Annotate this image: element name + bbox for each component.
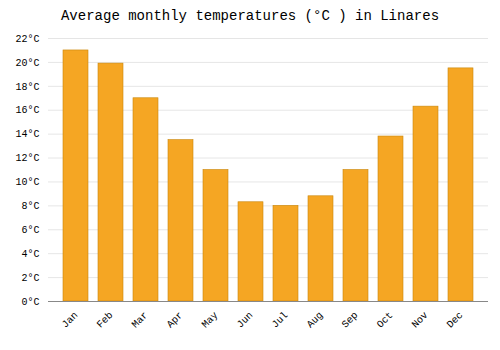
svg-text:Jul: Jul xyxy=(270,310,291,331)
svg-text:Jan: Jan xyxy=(60,310,81,331)
svg-text:14°C: 14°C xyxy=(15,129,39,140)
html-text:Average monthly temperatures (: Average monthly temperatures (°C ) in Li… xyxy=(61,8,439,24)
svg-text:0°C: 0°C xyxy=(21,297,39,308)
svg-text:22°C: 22°C xyxy=(15,34,39,45)
svg-text:Oct: Oct xyxy=(375,310,396,331)
svg-text:6°C: 6°C xyxy=(21,225,39,236)
svg-text:18°C: 18°C xyxy=(15,82,39,93)
svg-text:10°C: 10°C xyxy=(15,177,39,188)
svg-text:Mar: Mar xyxy=(130,310,151,331)
svg-text:Apr: Apr xyxy=(165,310,186,331)
svg-text:Dec: Dec xyxy=(445,310,466,331)
svg-text:Jun: Jun xyxy=(235,310,256,331)
svg-text:12°C: 12°C xyxy=(15,153,39,164)
svg-text:2°C: 2°C xyxy=(21,273,39,284)
svg-text:Nov: Nov xyxy=(410,310,431,331)
svg-text:Aug: Aug xyxy=(305,310,326,331)
svg-text:16°C: 16°C xyxy=(15,105,39,116)
svg-text:8°C: 8°C xyxy=(21,201,39,212)
svg-text:4°C: 4°C xyxy=(21,249,39,260)
svg-text:May: May xyxy=(200,310,221,331)
svg-text:Feb: Feb xyxy=(95,310,116,331)
svg-text:Sep: Sep xyxy=(340,310,361,331)
svg-text:20°C: 20°C xyxy=(15,58,39,69)
